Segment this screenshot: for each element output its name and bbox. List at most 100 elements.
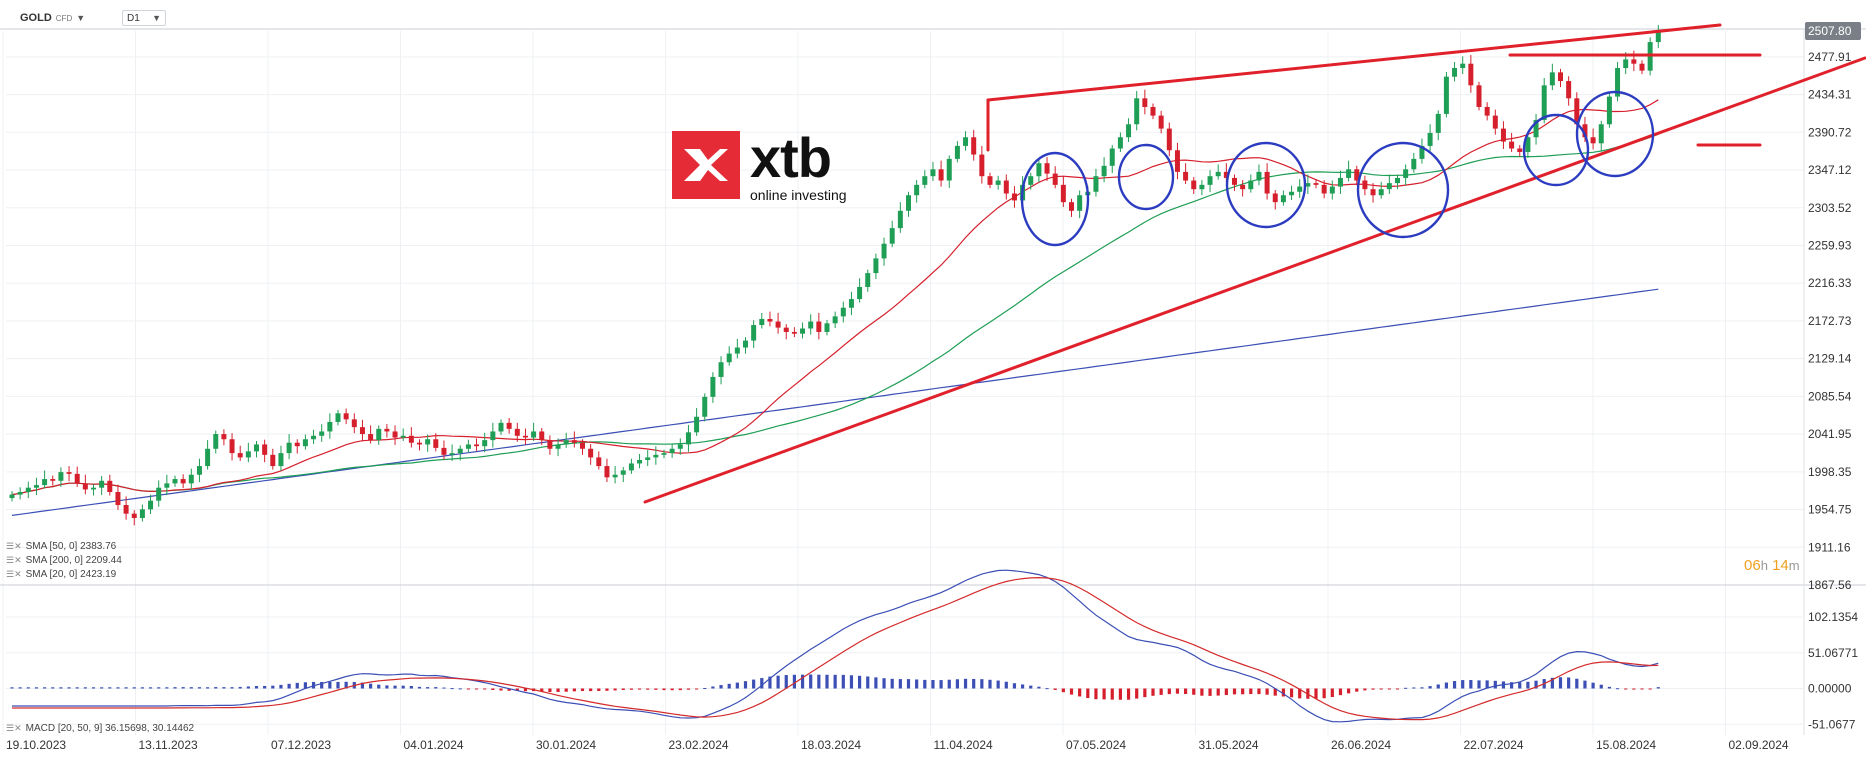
candle-body [237,453,243,458]
macd-histogram-bar [1510,682,1514,689]
macd-histogram-bar [1452,681,1457,689]
candle-body [351,419,357,428]
macd-histogram-bar [442,687,446,689]
interval-selector[interactable]: D1 ▼ [122,10,166,26]
macd-histogram-bar [743,681,748,689]
macd-histogram-bar [572,688,576,692]
candle-body [637,460,643,464]
macd-histogram-bar [295,682,299,689]
macd-histogram-bar [882,678,886,689]
settings-icon[interactable]: ☰✕ [6,555,22,565]
candle-body [1264,171,1270,194]
date-tick-label: 26.06.2024 [1331,738,1391,752]
price-tick-label: 2216.33 [1808,276,1852,290]
candle-body [1142,98,1148,107]
macd-histogram-bar [711,686,715,689]
candle-body [1558,72,1563,82]
xtb-logo-mark [672,131,740,199]
candle-body [254,444,259,452]
candle-body [1460,63,1466,69]
candle-body [897,210,903,229]
chevron-down-icon: ▼ [152,13,161,23]
price-tick-label: 2085.54 [1808,389,1852,403]
legend-sma50[interactable]: ☰✕ SMA [50, 0] 2383.76 [6,541,116,552]
macd-histogram-bar [1216,688,1220,696]
settings-icon[interactable]: ☰✕ [6,723,22,733]
candle-body [245,451,251,458]
candle-body [514,428,520,436]
macd-histogram-bar [678,688,682,691]
candle-body [506,422,512,429]
macd-histogram-bar [1648,688,1652,690]
macd-histogram-bar [735,682,739,689]
macd-histogram-bar [866,676,870,689]
symbol-selector[interactable]: GOLD CFD ▼ [20,12,85,24]
price-tick-label: 2172.73 [1808,314,1852,328]
macd-histogram-bar [83,687,87,689]
candle-body [1240,184,1246,190]
candle-countdown: 06h 14m [1744,557,1800,574]
macd-histogram-bar [499,688,503,691]
candle-body [677,444,683,449]
macd-tick-label: 102.1354 [1808,610,1858,624]
candle-body [848,299,854,308]
macd-histogram-bar [1053,688,1057,690]
macd-histogram-bar [800,674,805,689]
candle-body [783,327,789,332]
date-tick-label: 30.01.2024 [536,738,596,752]
date-tick-label: 19.10.2023 [6,738,66,752]
date-tick-label: 04.01.2024 [404,738,464,752]
macd-histogram-bar [189,687,193,689]
macd-histogram-bar [1135,688,1139,699]
macd-histogram-bar [1265,688,1269,695]
price-tick-label: 2347.12 [1808,163,1852,177]
candle-body [1419,145,1425,159]
macd-histogram-bar [1078,688,1082,697]
macd-histogram-bar [140,687,144,689]
candle-body [995,180,1001,185]
macd-histogram-bar [1126,688,1131,700]
macd-histogram-bar [1379,688,1383,690]
candle-body [873,258,879,274]
candle-body [1354,169,1360,181]
date-tick-label: 31.05.2024 [1199,738,1259,752]
candle-body [1411,158,1417,170]
date-tick-label: 11.04.2024 [934,738,993,752]
macd-histogram-bar [1550,677,1554,689]
macd-histogram-bar [589,688,593,692]
macd-histogram-bar [1249,688,1253,695]
legend-sma200[interactable]: ☰✕ SMA [200, 0] 2209.44 [6,555,122,566]
macd-histogram-bar [483,688,487,690]
macd-histogram-bar [858,675,862,689]
macd-histogram-bar [1444,682,1448,689]
candle-body [311,435,317,440]
macd-histogram-bar [1102,688,1106,700]
candle-body [1158,115,1164,129]
macd-histogram-bar [825,674,829,689]
legend-macd[interactable]: ☰✕ MACD [20, 50, 9] 36.15698, 30.14462 [6,723,194,734]
price-tick-label: 2303.52 [1808,201,1852,215]
candle-body [1362,180,1368,190]
macd-histogram-bar [1175,688,1180,694]
legend-sma20[interactable]: ☰✕ SMA [20, 0] 2423.19 [6,569,116,580]
macd-histogram-bar [1599,684,1603,689]
macd-histogram-bar [621,688,625,691]
macd-histogram-bar [776,675,780,689]
macd-histogram-bar [1420,687,1424,689]
candle-body [979,154,985,177]
candle-body [408,435,414,443]
macd-histogram-bar [556,688,560,692]
candle-body [775,321,781,328]
settings-icon[interactable]: ☰✕ [6,541,22,551]
macd-histogram-bar [1200,688,1204,696]
macd-histogram-bar [1347,688,1351,694]
macd-histogram-bar [1461,680,1465,689]
macd-histogram-bar [849,675,854,689]
candle-body [1109,148,1115,166]
settings-icon[interactable]: ☰✕ [6,569,22,579]
macd-histogram-bar [1404,687,1408,689]
candle-body [1077,195,1083,211]
candle-body [482,440,488,447]
candle-body [1346,169,1352,178]
